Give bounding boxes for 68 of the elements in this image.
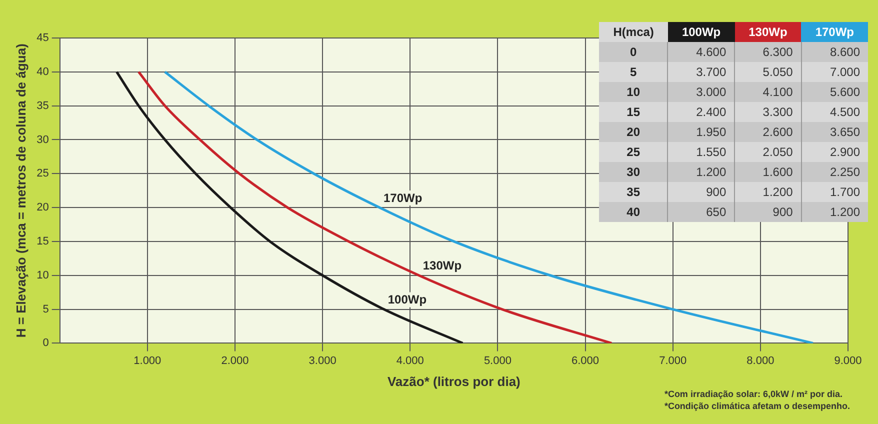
x-tick-label: 3.000	[308, 354, 336, 367]
series-label: 170Wp	[383, 190, 422, 205]
x-tick-label: 4.000	[396, 354, 424, 367]
data-label: 2.900	[801, 142, 868, 162]
data-label: 6.300	[734, 42, 802, 62]
data-label: 2.600	[734, 122, 802, 142]
y-tick-label: 25	[36, 168, 49, 180]
y-tick-label: 25	[626, 144, 642, 161]
data-label: 2.400	[668, 102, 735, 122]
series-label: 100Wp	[388, 292, 427, 307]
x-tick-label: 8.000	[746, 354, 774, 367]
data-label: 650	[668, 202, 735, 222]
x-tick-label: 100Wp	[668, 22, 735, 42]
data-label: 4.100	[734, 82, 802, 102]
text: *Com irradiação solar: 6,0kW / m² por dia.	[664, 388, 844, 400]
data-label: 4.500	[801, 102, 868, 122]
data-label: 900	[668, 182, 735, 202]
y-tick-label: 35	[36, 100, 49, 112]
y-tick-label: 30	[36, 134, 49, 146]
data-label: 1.200	[668, 162, 735, 182]
data-label: 8.600	[801, 42, 868, 62]
data-label: 1.200	[734, 182, 802, 202]
data-label: 1.600	[734, 162, 802, 182]
data-label: 1.700	[801, 182, 868, 202]
x-tick-label: 2.000	[221, 354, 249, 367]
data-label: 2.050	[734, 142, 802, 162]
text: *Condição climática afetam o desempenho.	[664, 400, 850, 412]
x-tick-label: 9.000	[834, 354, 862, 367]
data-label: 3.650	[801, 122, 868, 142]
y-tick-label: 40	[599, 202, 668, 222]
y-axis-title: H = Elevação (mca = metros de coluna de água)	[13, 44, 28, 338]
data-label: 3.300	[734, 102, 802, 122]
x-tick-label: 5.000	[484, 354, 512, 367]
line-series	[116, 70, 464, 344]
y-tick-label: 20	[599, 122, 668, 142]
line-series	[137, 70, 613, 344]
y-tick-label: 35	[626, 184, 642, 201]
y-tick-label: 0	[42, 337, 49, 350]
data-label: 1.550	[668, 142, 735, 162]
y-tick-label: 10	[36, 269, 49, 282]
data-label: 3.000	[668, 82, 735, 102]
x-tick-label: 7.000	[659, 354, 687, 367]
data-label: 5.050	[734, 62, 802, 82]
y-tick-label: 15	[626, 104, 642, 121]
y-tick-label: 15	[36, 236, 49, 248]
data-label: 4.600	[668, 42, 735, 62]
data-label: 5.600	[801, 82, 868, 102]
data-label: 3.700	[668, 62, 735, 82]
y-tick-label: 30	[599, 162, 668, 182]
y-tick-label: 5	[42, 303, 49, 316]
x-axis-title: Vazão* (litros por dia)	[387, 374, 520, 389]
data-label: 1.950	[668, 122, 735, 142]
data-label: 900	[734, 202, 802, 222]
series-label: 130Wp	[422, 258, 462, 273]
y-tick-label: 45	[36, 32, 49, 44]
y-tick-label: 5	[629, 64, 638, 81]
y-tick-label: 20	[36, 202, 49, 214]
x-tick-label: 130Wp	[734, 22, 802, 42]
y-tick-label: 10	[599, 82, 668, 102]
y-axis-title: H(mca)	[599, 22, 668, 42]
x-tick-label: 170Wp	[801, 22, 868, 42]
x-tick-label: 1.000	[134, 354, 162, 367]
x-tick-label: 6.000	[572, 354, 600, 367]
y-tick-label: 40	[36, 66, 49, 78]
data-label: 1.200	[801, 202, 868, 222]
data-label: 2.250	[801, 162, 868, 182]
y-tick-label: 0	[599, 42, 668, 62]
data-label: 7.000	[801, 62, 868, 82]
